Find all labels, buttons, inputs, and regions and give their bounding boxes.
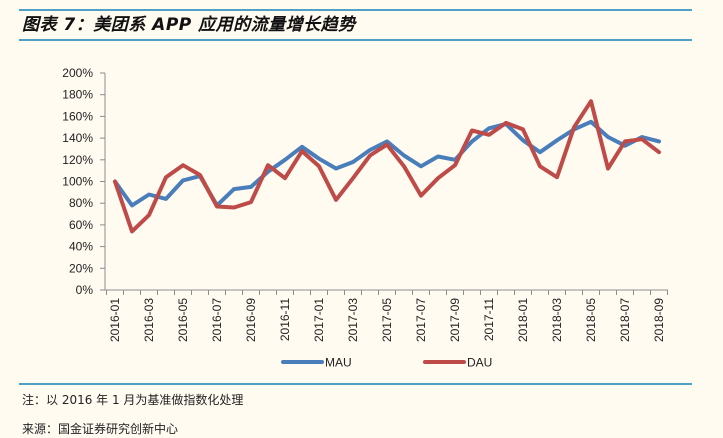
y-tick-label: 180% (62, 88, 93, 102)
x-tick-label: 2018-09 (652, 298, 666, 342)
x-tick-label: 2016-07 (210, 298, 224, 342)
source-text: 来源：国金证券研究创新中心 (22, 422, 179, 436)
title-bottom-rule (19, 39, 692, 41)
x-axis: 2016-01 2016-03 2016-05 2016-07 2016-09 2016-… (105, 289, 668, 342)
series-line-dau (113, 99, 661, 234)
x-tick-label: 2018-07 (618, 298, 632, 342)
y-tick-label: 120% (62, 153, 93, 167)
x-tick-label: 2018-05 (584, 298, 598, 342)
footnote: 注：以 2016 年 1 月为基准做指数化处理 (22, 393, 244, 407)
y-axis: 0% 20% 40% 60% 80% 100% 120% 140% 160% 180% 200% (62, 66, 106, 297)
x-tick-label: 2016-03 (142, 298, 156, 342)
y-tick-label: 140% (62, 131, 93, 145)
y-tick-label: 40% (69, 240, 93, 254)
x-tick-label: 2017-11 (482, 298, 496, 341)
x-tick-label: 2018-01 (516, 298, 530, 342)
y-tick-label: 0% (76, 283, 94, 297)
x-tick-label: 2017-03 (346, 298, 360, 342)
series-line-mau (113, 119, 661, 208)
y-tick-label: 200% (62, 66, 93, 80)
y-tick-label: 60% (69, 218, 93, 232)
title-top-rule (19, 9, 692, 11)
x-tick-label: 2017-05 (380, 298, 394, 342)
y-tick-label: 80% (69, 196, 93, 210)
x-tick-label: 2016-01 (108, 298, 122, 342)
legend-label-dau: DAU (467, 356, 492, 370)
chart-legend: MAU DAU (281, 356, 492, 370)
x-tick-label: 2016-09 (244, 298, 258, 342)
figure-title: 图表 7：美团系 APP 应用的流量增长趋势 (22, 15, 356, 35)
legend-label-mau: MAU (325, 356, 352, 370)
x-tick-label: 2016-05 (176, 298, 190, 342)
x-tick-label: 2016-11 (278, 298, 292, 341)
y-tick-label: 160% (62, 109, 93, 123)
x-tick-label: 2017-07 (414, 298, 428, 342)
x-tick-label: 2017-01 (312, 298, 326, 342)
y-tick-label: 20% (69, 261, 93, 275)
x-tick-label: 2018-03 (550, 298, 564, 342)
x-tick-label: 2017-09 (448, 298, 462, 342)
y-tick-label: 100% (62, 175, 93, 189)
chart-series (113, 99, 661, 234)
footer-rule (19, 383, 692, 385)
